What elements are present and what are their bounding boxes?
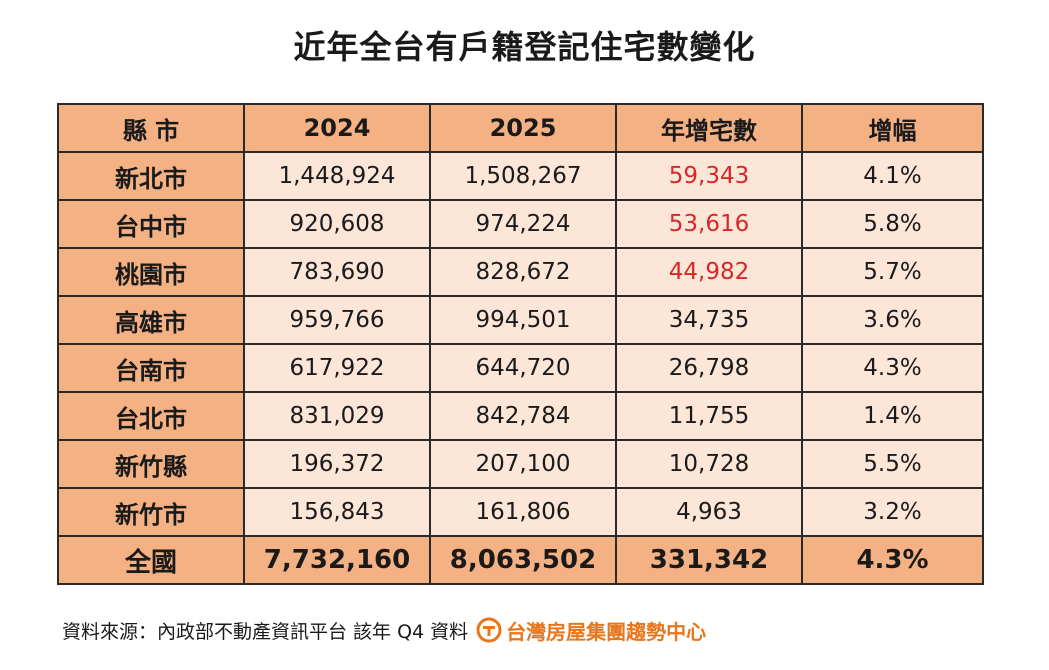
cell-increase: 44,982: [615, 247, 803, 297]
total-row: 全國 7,732,160 8,063,502 331,342 4.3%: [57, 535, 984, 585]
cell-2024: 196,372: [243, 439, 431, 489]
table-row: 台中市 920,608 974,224 53,616 5.8%: [57, 199, 984, 249]
brand-name: 台灣房屋集團趨勢中心: [506, 619, 707, 644]
cell-2024: 920,608: [243, 199, 431, 249]
cell-growth: 3.6%: [801, 295, 984, 345]
cell-county: 新北市: [57, 151, 245, 201]
total-cell-county: 全國: [57, 535, 245, 585]
cell-2025: 828,672: [429, 247, 617, 297]
column-header-growth: 增幅: [801, 103, 984, 153]
cell-county: 台北市: [57, 391, 245, 441]
table-row: 桃園市 783,690 828,672 44,982 5.7%: [57, 247, 984, 297]
cell-growth: 5.8%: [801, 199, 984, 249]
cell-2025: 994,501: [429, 295, 617, 345]
cell-county: 高雄市: [57, 295, 245, 345]
cell-increase: 26,798: [615, 343, 803, 393]
cell-2024: 831,029: [243, 391, 431, 441]
column-header-increase: 年增宅數: [615, 103, 803, 153]
cell-2025: 974,224: [429, 199, 617, 249]
column-header-county: 縣 市: [57, 103, 245, 153]
cell-growth: 5.7%: [801, 247, 984, 297]
cell-increase: 10,728: [615, 439, 803, 489]
cell-county: 台中市: [57, 199, 245, 249]
cell-increase: 34,735: [615, 295, 803, 345]
cell-growth: 1.4%: [801, 391, 984, 441]
cell-2024: 783,690: [243, 247, 431, 297]
cell-county: 新竹縣: [57, 439, 245, 489]
total-cell-increase: 331,342: [615, 535, 803, 585]
housing-table: 縣 市 2024 2025 年增宅數 增幅 新北市 1,448,924 1,508,…: [57, 103, 984, 585]
cell-2024: 156,843: [243, 487, 431, 537]
chart-title: 近年全台有戶籍登記住宅數變化: [293, 28, 756, 66]
header-row: 縣 市 2024 2025 年增宅數 增幅: [57, 103, 984, 153]
cell-increase: 4,963: [615, 487, 803, 537]
table-row: 新北市 1,448,924 1,508,267 59,343 4.1%: [57, 151, 984, 201]
cell-county: 台南市: [57, 343, 245, 393]
column-header-2024: 2024: [243, 103, 431, 153]
total-cell-2025: 8,063,502: [429, 535, 617, 585]
cell-2025: 1,508,267: [429, 151, 617, 201]
cell-2024: 959,766: [243, 295, 431, 345]
total-cell-2024: 7,732,160: [243, 535, 431, 585]
footer: 資料來源：內政部不動產資訊平台 該年 Q4 資料 台灣房屋集團趨勢中心: [62, 612, 706, 648]
cell-2025: 207,100: [429, 439, 617, 489]
table-body: 新北市 1,448,924 1,508,267 59,343 4.1% 台中市 920,60…: [57, 151, 984, 585]
table-row: 高雄市 959,766 994,501 34,735 3.6%: [57, 295, 984, 345]
cell-2024: 617,922: [243, 343, 431, 393]
taiwan-realty-logo-icon: [476, 617, 502, 643]
column-header-2025: 2025: [429, 103, 617, 153]
cell-increase: 59,343: [615, 151, 803, 201]
cell-increase: 53,616: [615, 199, 803, 249]
table-row: 新竹縣 196,372 207,100 10,728 5.5%: [57, 439, 984, 489]
cell-county: 新竹市: [57, 487, 245, 537]
cell-growth: 4.1%: [801, 151, 984, 201]
cell-growth: 4.3%: [801, 343, 984, 393]
cell-2025: 644,720: [429, 343, 617, 393]
table-row: 新竹市 156,843 161,806 4,963 3.2%: [57, 487, 984, 537]
brand: 台灣房屋集團趨勢中心: [476, 616, 706, 645]
cell-growth: 5.5%: [801, 439, 984, 489]
table-row: 台南市 617,922 644,720 26,798 4.3%: [57, 343, 984, 393]
cell-county: 桃園市: [57, 247, 245, 297]
cell-increase: 11,755: [615, 391, 803, 441]
cell-2025: 161,806: [429, 487, 617, 537]
cell-2025: 842,784: [429, 391, 617, 441]
source-note: 資料來源：內政部不動產資訊平台 該年 Q4 資料: [62, 620, 469, 643]
cell-growth: 3.2%: [801, 487, 984, 537]
cell-2024: 1,448,924: [243, 151, 431, 201]
total-cell-growth: 4.3%: [801, 535, 984, 585]
table-row: 台北市 831,029 842,784 11,755 1.4%: [57, 391, 984, 441]
